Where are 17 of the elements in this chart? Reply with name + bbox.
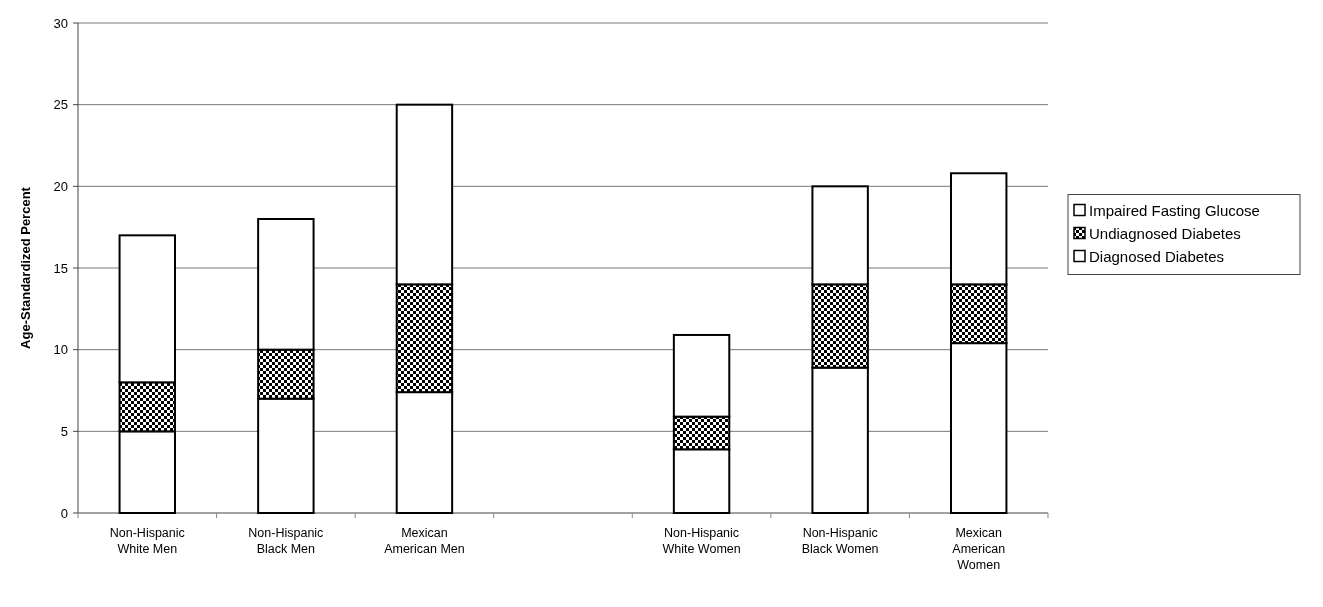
y-axis-title: Age-Standardized Percent — [18, 186, 33, 349]
legend-label: Impaired Fasting Glucose — [1089, 201, 1260, 219]
x-tick-label: Non-Hispanic Black Men — [248, 526, 324, 556]
y-tick-label: 10 — [53, 342, 68, 358]
x-tick-label: Non-Hispanic White Men — [109, 526, 185, 556]
x-tick-label: Non-Hispanic White Women — [662, 526, 741, 556]
x-tick-label: Mexican American Women — [952, 526, 1006, 572]
y-tick-label: 20 — [53, 178, 68, 194]
y-tick-label: 0 — [60, 505, 68, 521]
y-tick-label: 25 — [53, 97, 68, 113]
y-tick-label: 5 — [60, 423, 68, 439]
x-tick-label: Non-Hispanic Black Women — [801, 526, 879, 556]
y-tick-label: 15 — [53, 260, 68, 276]
legend-label: Undiagnosed Diabetes — [1089, 224, 1241, 242]
x-tick-label: Mexican American Men — [384, 526, 465, 556]
y-tick-label: 30 — [53, 15, 68, 31]
legend-label: Diagnosed Diabetes — [1089, 247, 1225, 265]
